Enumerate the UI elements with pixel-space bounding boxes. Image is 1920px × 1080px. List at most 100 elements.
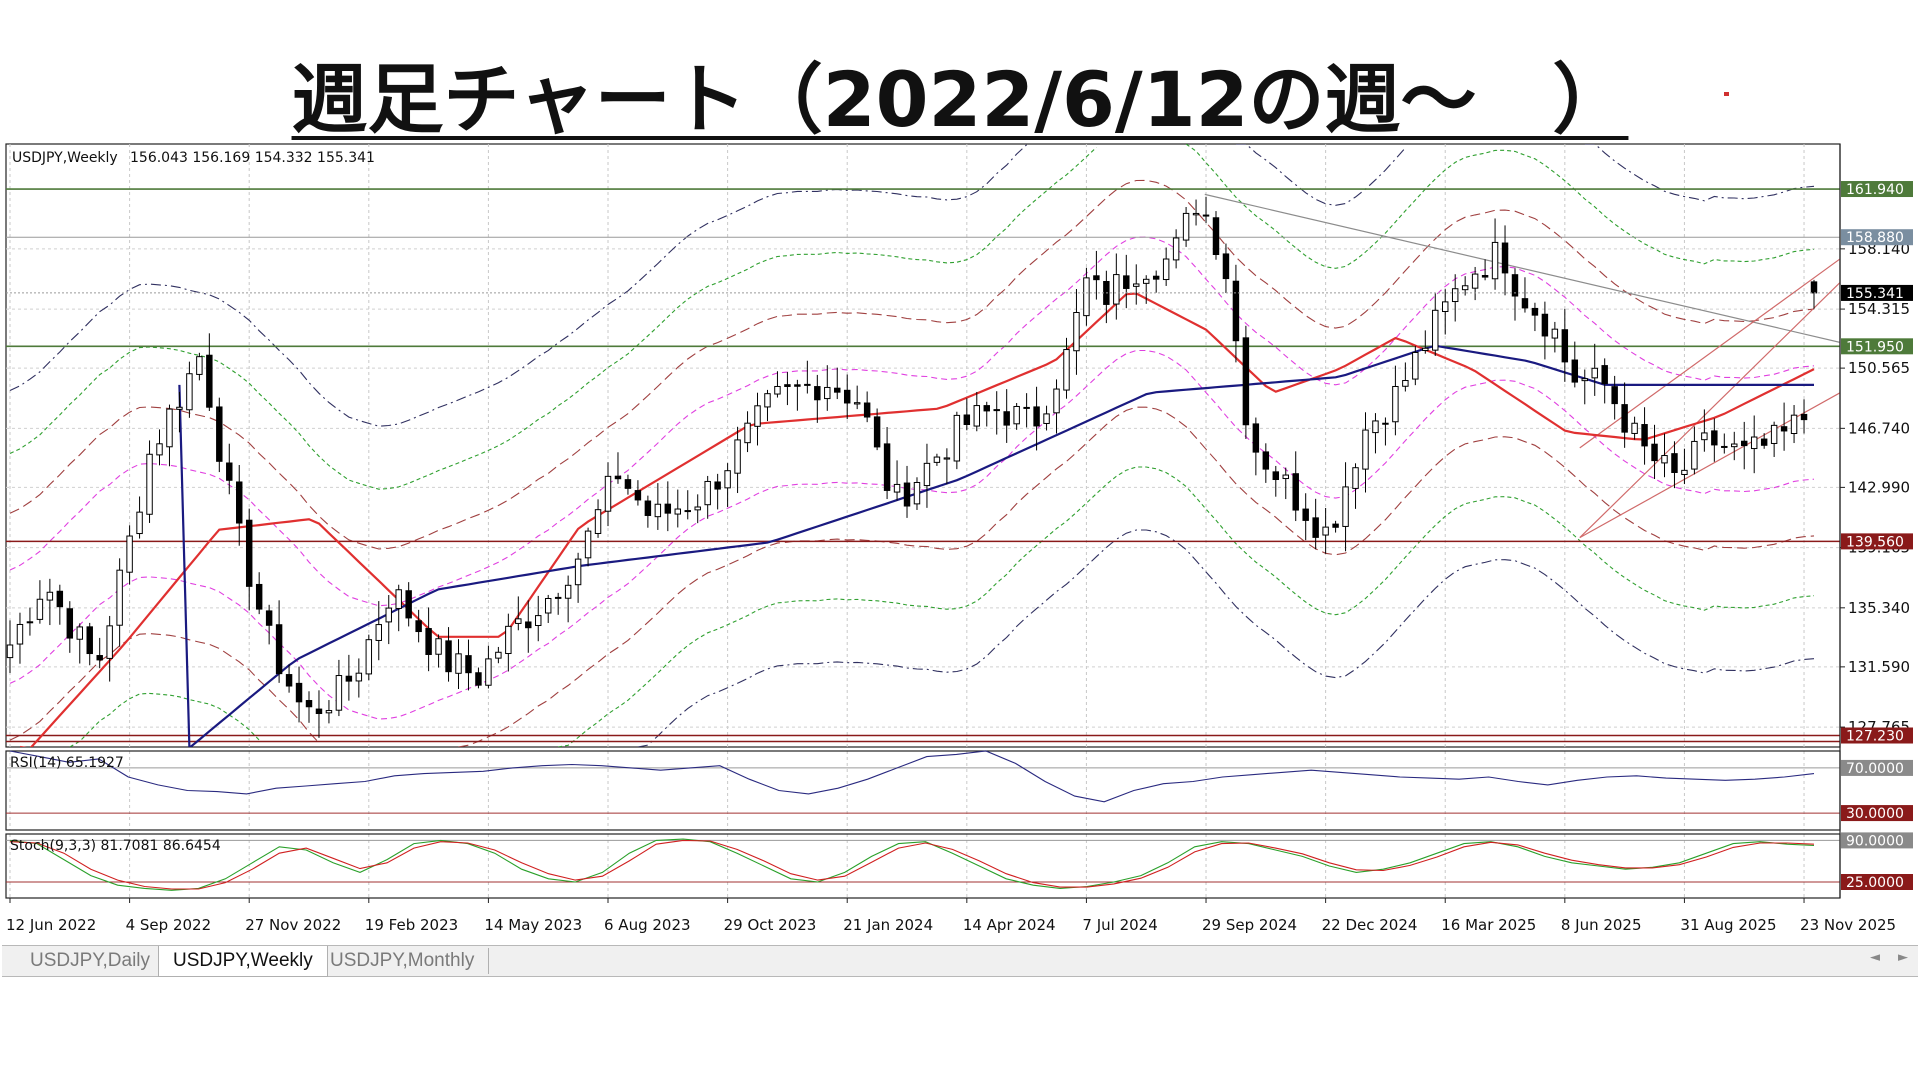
candle-body [1671, 453, 1678, 473]
candle-body [1302, 508, 1309, 521]
y-tick-label: 142.990 [1848, 478, 1910, 496]
x-tick-label: 4 Sep 2022 [126, 916, 212, 934]
candle-body [1760, 438, 1768, 446]
candle-body [1312, 517, 1319, 538]
candle-body [1800, 413, 1808, 421]
candle-body [86, 626, 93, 655]
candle-body [146, 453, 153, 515]
candle-body [1113, 274, 1120, 305]
price-level-tag-text: 161.940 [1846, 182, 1904, 198]
candle-body [385, 607, 392, 623]
candle-body [973, 405, 981, 427]
stoch-label: Stoch(9,3,3) 81.7081 86.6454 [10, 838, 221, 854]
candle-body [46, 591, 54, 601]
tab-usdjpy-daily[interactable]: USDJPY,Daily [16, 948, 166, 974]
candle-body [604, 475, 612, 512]
y-tick-label: 154.315 [1848, 300, 1910, 318]
x-tick-label: 29 Oct 2023 [724, 916, 817, 934]
stoch-signal-line [9, 839, 1815, 890]
candle-body [56, 590, 64, 608]
chart-area[interactable]: 158.140154.315150.565146.740142.990139.1… [2, 140, 1918, 942]
candle-body [1013, 405, 1020, 425]
envelope-4-line [637, 529, 1815, 747]
candle-body [36, 598, 44, 620]
x-tick-label: 8 Jun 2025 [1561, 916, 1642, 934]
candle-body [136, 511, 143, 535]
candle-body [1123, 275, 1130, 289]
chart-svg[interactable]: 158.140154.315150.565146.740142.990139.1… [2, 140, 1918, 942]
candle-body [525, 621, 532, 629]
candle-body [515, 618, 522, 624]
price-level-tag-text: 127.230 [1846, 729, 1904, 745]
candle-body [933, 456, 941, 463]
candle-body [893, 483, 901, 493]
envelope-2-line [9, 179, 1815, 550]
candle-body [1432, 309, 1439, 351]
candle-body [425, 628, 432, 655]
candle-body [1043, 413, 1050, 424]
candle-body [654, 503, 662, 518]
candle-body [1162, 258, 1170, 281]
price-level-tag [1841, 727, 1913, 744]
candle-body [1701, 432, 1708, 441]
candle-body [265, 610, 273, 626]
candle-body [1641, 424, 1648, 447]
x-axis: 12 Jun 2022 4 Sep 2022 27 Nov 2022 19 Feb 2… [6, 144, 1896, 934]
candle-body [554, 596, 562, 599]
page-title: 週足チャート（2022/6/12の週〜 ） [291, 55, 1629, 144]
candle-body [16, 623, 24, 645]
chart-ohlc-label: 156.043 156.169 154.332 155.341 [130, 150, 375, 166]
candle-body [96, 655, 103, 661]
stoch-level-tag [1841, 832, 1913, 849]
candle-body [1691, 440, 1698, 470]
candle-body [1780, 426, 1788, 432]
candle-body [1202, 214, 1210, 217]
candle-body [1471, 273, 1479, 289]
tab-usdjpy-weekly[interactable]: USDJPY,Weekly [158, 946, 328, 977]
candle-body [843, 389, 851, 404]
price-level-tag [1841, 181, 1913, 198]
rsi-line [9, 750, 1815, 803]
candle-body [405, 590, 412, 619]
candle-body [674, 508, 682, 515]
candle-body [1033, 406, 1040, 427]
candle-body [1172, 237, 1180, 261]
candle-body [1292, 473, 1299, 511]
candle-body [1750, 436, 1758, 450]
candle-body [495, 651, 502, 659]
rsi-level-tag [1841, 759, 1913, 776]
candle-body [1083, 277, 1090, 317]
candle-body [644, 500, 652, 516]
scroll-left-arrow-icon[interactable]: ◄ [1870, 950, 1880, 965]
candle-body [1282, 474, 1289, 480]
candle-body [485, 658, 492, 686]
candle-body [1352, 467, 1359, 489]
x-tick-label: 19 Feb 2023 [365, 916, 458, 934]
long-moving-average-line [178, 344, 1814, 747]
candle-body [1790, 414, 1798, 435]
scroll-right-arrow-icon[interactable]: ► [1898, 950, 1908, 965]
candle-body [1322, 526, 1329, 536]
candle-body [1661, 455, 1668, 464]
candle-body [415, 620, 422, 633]
candle-body [1521, 298, 1529, 309]
candle-body [694, 506, 701, 511]
candle-body [1581, 378, 1588, 382]
candle-body [1232, 280, 1240, 342]
candle-body [196, 356, 203, 375]
price-level-tag [1841, 284, 1913, 301]
candle-body [1481, 275, 1489, 278]
rsi-level-tag-text: 70.0000 [1846, 761, 1904, 777]
candle-body [684, 510, 691, 513]
chart-symbol-label: USDJPY,Weekly [12, 150, 118, 166]
red-dot-mark [1724, 92, 1729, 96]
candle-body [814, 386, 821, 401]
price-level-tag [1841, 229, 1913, 246]
candle-body [1053, 388, 1060, 414]
candle-body [943, 457, 951, 460]
tab-usdjpy-monthly[interactable]: USDJPY,Monthly [316, 948, 490, 974]
candle-body [465, 655, 472, 674]
candle-body [1491, 241, 1499, 280]
price-level-tag-text: 158.880 [1846, 230, 1904, 246]
candle-body [1222, 253, 1230, 280]
